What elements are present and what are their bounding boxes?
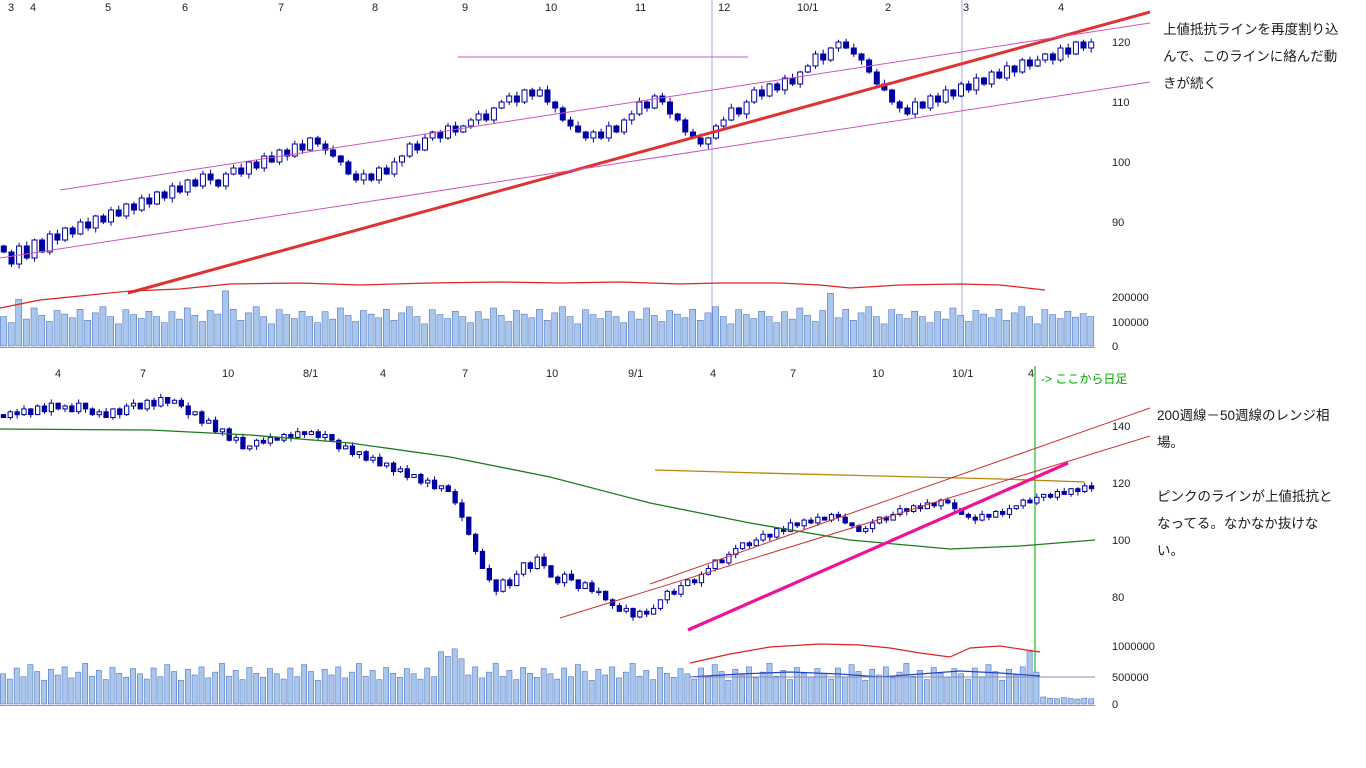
y-axis-tick: 140 — [1112, 421, 1130, 433]
trendline-red-lower — [559, 435, 1151, 619]
lower-chart-canvas[interactable]: 4 7 10 8/1 4 7 10 9/1 4 7 10 10/1 4 140 120 100 80 100000… — [0, 366, 1160, 712]
x-axis-tick: 2 — [885, 2, 891, 14]
x-axis-tick: 7 — [790, 368, 796, 380]
x-axis-tick: 12 — [718, 2, 730, 14]
x-axis-tick: 4 — [380, 368, 386, 380]
x-axis-tick: 6 — [182, 2, 188, 14]
volume-ma-red — [689, 643, 1041, 664]
axis-ticks: 3 4 5 6 7 8 9 10 11 12 10/1 2 3 4 120 110 100 90 200000 100… — [8, 2, 1149, 353]
y-axis-tick: 80 — [1112, 592, 1124, 604]
y-axis-tick: 0 — [1112, 341, 1118, 353]
lower-note-paragraph-1: 200週線－50週線のレンジ相場。 — [1157, 408, 1330, 450]
x-axis-tick: 10/1 — [797, 2, 818, 14]
volume-bars — [0, 648, 1095, 705]
y-axis-tick: 100 — [1112, 535, 1130, 547]
lower-chart-panel: 4 7 10 8/1 4 7 10 9/1 4 7 10 10/1 4 140 120 100 80 100000… — [0, 366, 1160, 712]
axis-ticks: 4 7 10 8/1 4 7 10 9/1 4 7 10 10/1 4 140 120 100 80 100000… — [55, 368, 1155, 711]
overlay-lines — [0, 407, 1151, 678]
y-axis-tick: 120 — [1112, 37, 1130, 49]
x-axis-tick: 9 — [462, 2, 468, 14]
x-axis-tick: 4 — [1028, 368, 1034, 380]
x-axis-tick: 3 — [8, 2, 14, 14]
x-axis-tick: 4 — [710, 368, 716, 380]
reference-lines — [711, 0, 963, 346]
volume-ma-red — [0, 281, 1046, 309]
upper-chart-canvas[interactable]: 3 4 5 6 7 8 9 10 11 12 10/1 2 3 4 120 110 100 90 200000 100… — [0, 0, 1160, 355]
x-axis-tick: 4 — [55, 368, 61, 380]
x-axis-tick: 10 — [546, 368, 558, 380]
y-axis-tick: 0 — [1112, 699, 1118, 711]
lower-chart-annotation: 200週線－50週線のレンジ相場。 ピンクのラインが上値抵抗となってる。なかなか… — [1157, 402, 1344, 564]
x-axis-tick: 8 — [372, 2, 378, 14]
y-axis-tick: 500000 — [1112, 672, 1149, 684]
x-axis-tick: 3 — [963, 2, 969, 14]
support-trendline-thick — [127, 10, 1151, 295]
x-axis-tick: 9/1 — [628, 368, 643, 380]
channel-line-upper — [59, 22, 1151, 191]
overlay-lines — [0, 10, 1151, 309]
daily-start-marker-label: -> ここから日足 — [1041, 372, 1128, 386]
trendline-red-upper — [649, 407, 1151, 585]
y-axis-tick: 110 — [1112, 97, 1130, 109]
upper-chart-panel: 3 4 5 6 7 8 9 10 11 12 10/1 2 3 4 120 110 100 90 200000 100… — [0, 0, 1160, 355]
y-axis-tick: 200000 — [1112, 292, 1149, 304]
resistance-pink-thick — [687, 461, 1069, 632]
lower-note-paragraph-2: ピンクのラインが上値抵抗となってる。なかなか抜けない。 — [1157, 489, 1333, 558]
x-axis-tick: 5 — [105, 2, 111, 14]
x-axis-tick: 7 — [278, 2, 284, 14]
y-axis-tick: 1000000 — [1112, 641, 1155, 653]
x-axis-tick: 10 — [222, 368, 234, 380]
y-axis-tick: 90 — [1112, 217, 1124, 229]
y-axis-tick: 100000 — [1112, 317, 1149, 329]
channel-line-lower — [0, 81, 1151, 259]
volume-bars — [0, 290, 1095, 347]
y-axis-tick: 120 — [1112, 478, 1130, 490]
x-axis-tick: 4 — [1058, 2, 1064, 14]
x-axis-tick: 10 — [872, 368, 884, 380]
x-axis-tick: 11 — [635, 2, 646, 14]
x-axis-tick: 7 — [462, 368, 468, 380]
x-axis-tick: 10 — [545, 2, 557, 14]
x-axis-tick: 7 — [140, 368, 146, 380]
x-axis-tick: 4 — [30, 2, 36, 14]
ma-200-week-green — [0, 428, 1096, 550]
y-axis-tick: 100 — [1112, 157, 1130, 169]
x-axis-tick: 8/1 — [303, 368, 318, 380]
x-axis-tick: 10/1 — [952, 368, 973, 380]
upper-chart-annotation: 上値抵抗ラインを再度割り込んで、このラインに絡んだ動きが続く — [1163, 22, 1339, 91]
candlesticks — [0, 393, 1095, 621]
